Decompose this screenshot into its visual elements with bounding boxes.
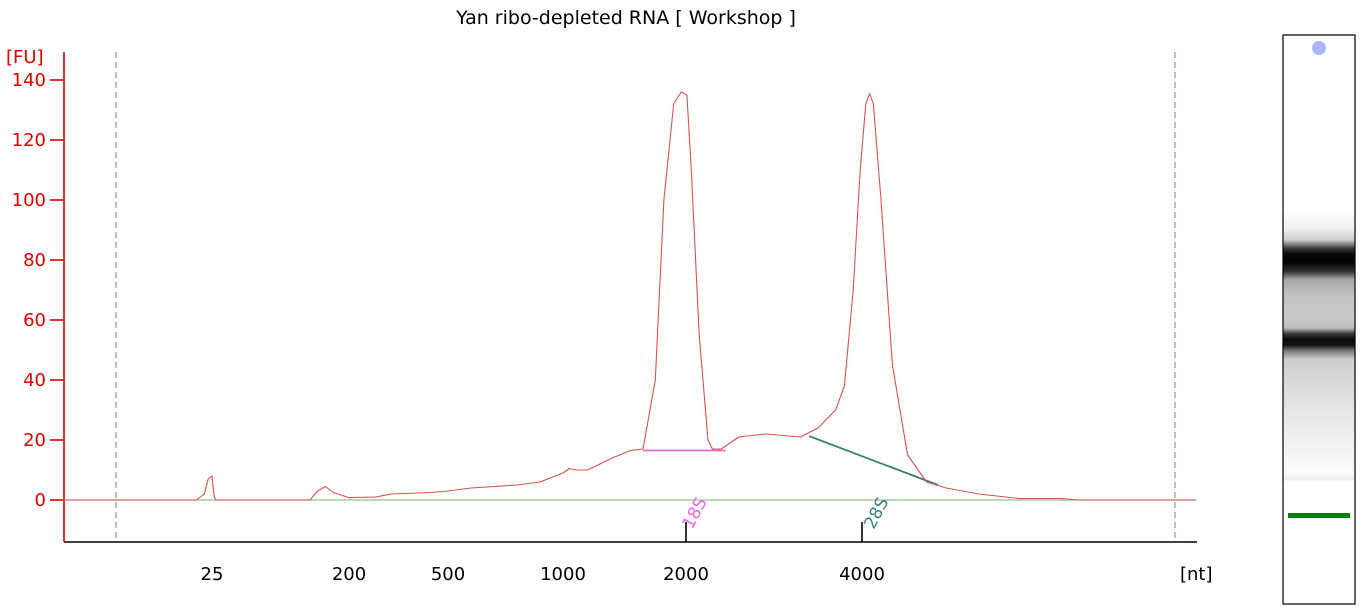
gel-lane bbox=[1282, 34, 1356, 605]
y-tick-label: 100 bbox=[12, 190, 46, 211]
x-tick-label: 4000 bbox=[839, 564, 885, 585]
y-tick-label: 60 bbox=[23, 310, 46, 331]
y-axis-unit: [FU] bbox=[6, 47, 44, 68]
y-tick-label: 120 bbox=[12, 130, 46, 151]
x-tick-label: 500 bbox=[431, 564, 465, 585]
y-tick-label: 80 bbox=[23, 250, 46, 271]
gel-dot bbox=[1312, 41, 1326, 55]
trace-line bbox=[62, 91, 1195, 501]
peak-baseline bbox=[808, 435, 939, 486]
y-tick-label: 20 bbox=[23, 430, 46, 451]
trace-series bbox=[62, 91, 1195, 501]
y-tick-label: 40 bbox=[23, 370, 46, 391]
x-tick-label: 1000 bbox=[540, 564, 586, 585]
x-tick-label: 2000 bbox=[663, 564, 709, 585]
gel-lane-frame bbox=[1282, 34, 1356, 605]
y-tick-label: 140 bbox=[12, 70, 46, 91]
peak-baselines bbox=[642, 435, 939, 486]
x-axis-unit: [nt] bbox=[1180, 564, 1213, 585]
chart-title: Yan ribo-depleted RNA [ Workshop ] bbox=[455, 7, 796, 29]
y-tick-label: 0 bbox=[35, 490, 46, 511]
axes bbox=[63, 52, 1197, 543]
x-tick-label: 200 bbox=[332, 564, 366, 585]
x-tick-label: 25 bbox=[201, 564, 224, 585]
ticks: 0 20 40 60 80 100 120 140 25 200 500 1000 2000 4000 bbox=[12, 70, 885, 585]
gel-lower-marker bbox=[1288, 513, 1350, 518]
boundary-markers bbox=[115, 52, 1176, 542]
